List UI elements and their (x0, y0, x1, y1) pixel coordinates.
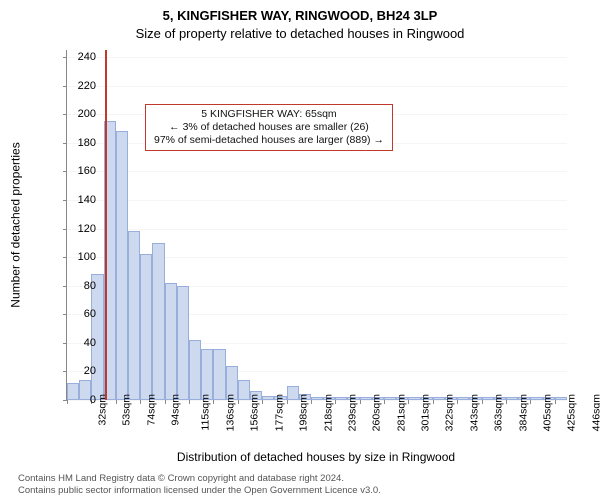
xtick-label: 74sqm (145, 394, 157, 426)
histogram-bar (152, 243, 164, 400)
xtick-mark (506, 400, 507, 404)
ytick-label: 0 (60, 394, 96, 406)
gridline (67, 171, 567, 172)
xtick-mark (555, 400, 556, 404)
ytick-label: 60 (60, 308, 96, 320)
xtick-mark (140, 400, 141, 404)
xtick-mark (189, 400, 190, 404)
gridline (67, 57, 567, 58)
xtick-label: 301sqm (419, 394, 431, 431)
xtick-mark (262, 400, 263, 404)
reference-marker (105, 50, 107, 400)
xtick-label: 322sqm (444, 394, 456, 431)
xtick-label: 239sqm (346, 394, 358, 431)
xtick-mark (384, 400, 385, 404)
footer-line2: Contains public sector information licen… (18, 485, 381, 496)
xtick-label: 136sqm (224, 394, 236, 431)
ytick-label: 140 (60, 194, 96, 206)
xtick-mark (213, 400, 214, 404)
ytick-label: 200 (60, 108, 96, 120)
callout-line3: 97% of semi-detached houses are larger (… (154, 134, 384, 147)
histogram-bar (201, 349, 213, 400)
xtick-label: 446sqm (590, 394, 600, 431)
xtick-label: 260sqm (371, 394, 383, 431)
ytick-label: 40 (60, 337, 96, 349)
xtick-label: 281sqm (395, 394, 407, 431)
histogram-bar (311, 397, 323, 400)
xtick-mark (457, 400, 458, 404)
xtick-mark (482, 400, 483, 404)
xtick-label: 53sqm (121, 394, 133, 426)
ytick-label: 180 (60, 137, 96, 149)
xtick-label: 94sqm (170, 394, 182, 426)
page-subtitle: Size of property relative to detached ho… (0, 26, 600, 41)
histogram-bar (128, 231, 140, 400)
histogram-bar (116, 131, 128, 400)
histogram-bar (213, 349, 225, 400)
xtick-mark (408, 400, 409, 404)
histogram-bar (165, 283, 177, 400)
xtick-label: 425sqm (566, 394, 578, 431)
callout-line2: ← 3% of detached houses are smaller (26) (154, 121, 384, 134)
ytick-label: 120 (60, 223, 96, 235)
gridline (67, 229, 567, 230)
xtick-label: 198sqm (297, 394, 309, 431)
page-title: 5, KINGFISHER WAY, RINGWOOD, BH24 3LP (0, 8, 600, 23)
xtick-label: 177sqm (273, 394, 285, 431)
xtick-label: 363sqm (493, 394, 505, 431)
histogram-bar (140, 254, 152, 400)
ytick-label: 80 (60, 280, 96, 292)
xtick-mark (287, 400, 288, 404)
xtick-mark (165, 400, 166, 404)
xtick-mark (116, 400, 117, 404)
xtick-mark (530, 400, 531, 404)
ytick-label: 240 (60, 51, 96, 63)
gridline (67, 86, 567, 87)
xtick-label: 156sqm (249, 394, 261, 431)
xtick-mark (433, 400, 434, 404)
gridline (67, 200, 567, 201)
footer-attribution: Contains HM Land Registry data © Crown c… (18, 473, 381, 496)
xtick-mark (335, 400, 336, 404)
footer-line1: Contains HM Land Registry data © Crown c… (18, 473, 381, 484)
x-axis-label: Distribution of detached houses by size … (66, 450, 566, 464)
histogram-bar (189, 340, 201, 400)
callout-box: 5 KINGFISHER WAY: 65sqm ← 3% of detached… (145, 104, 393, 151)
ytick-label: 160 (60, 165, 96, 177)
xtick-label: 384sqm (517, 394, 529, 431)
xtick-mark (238, 400, 239, 404)
ytick-label: 20 (60, 365, 96, 377)
histogram-bar (177, 286, 189, 400)
xtick-label: 115sqm (199, 394, 211, 431)
ytick-label: 220 (60, 80, 96, 92)
callout-line1: 5 KINGFISHER WAY: 65sqm (154, 108, 384, 121)
xtick-label: 343sqm (468, 394, 480, 431)
ytick-label: 100 (60, 251, 96, 263)
xtick-mark (311, 400, 312, 404)
y-axis-label: Number of detached properties (8, 50, 24, 400)
xtick-label: 218sqm (322, 394, 334, 431)
histogram-plot: 32sqm53sqm74sqm94sqm115sqm136sqm156sqm17… (66, 50, 567, 401)
xtick-label: 405sqm (541, 394, 553, 431)
xtick-mark (360, 400, 361, 404)
